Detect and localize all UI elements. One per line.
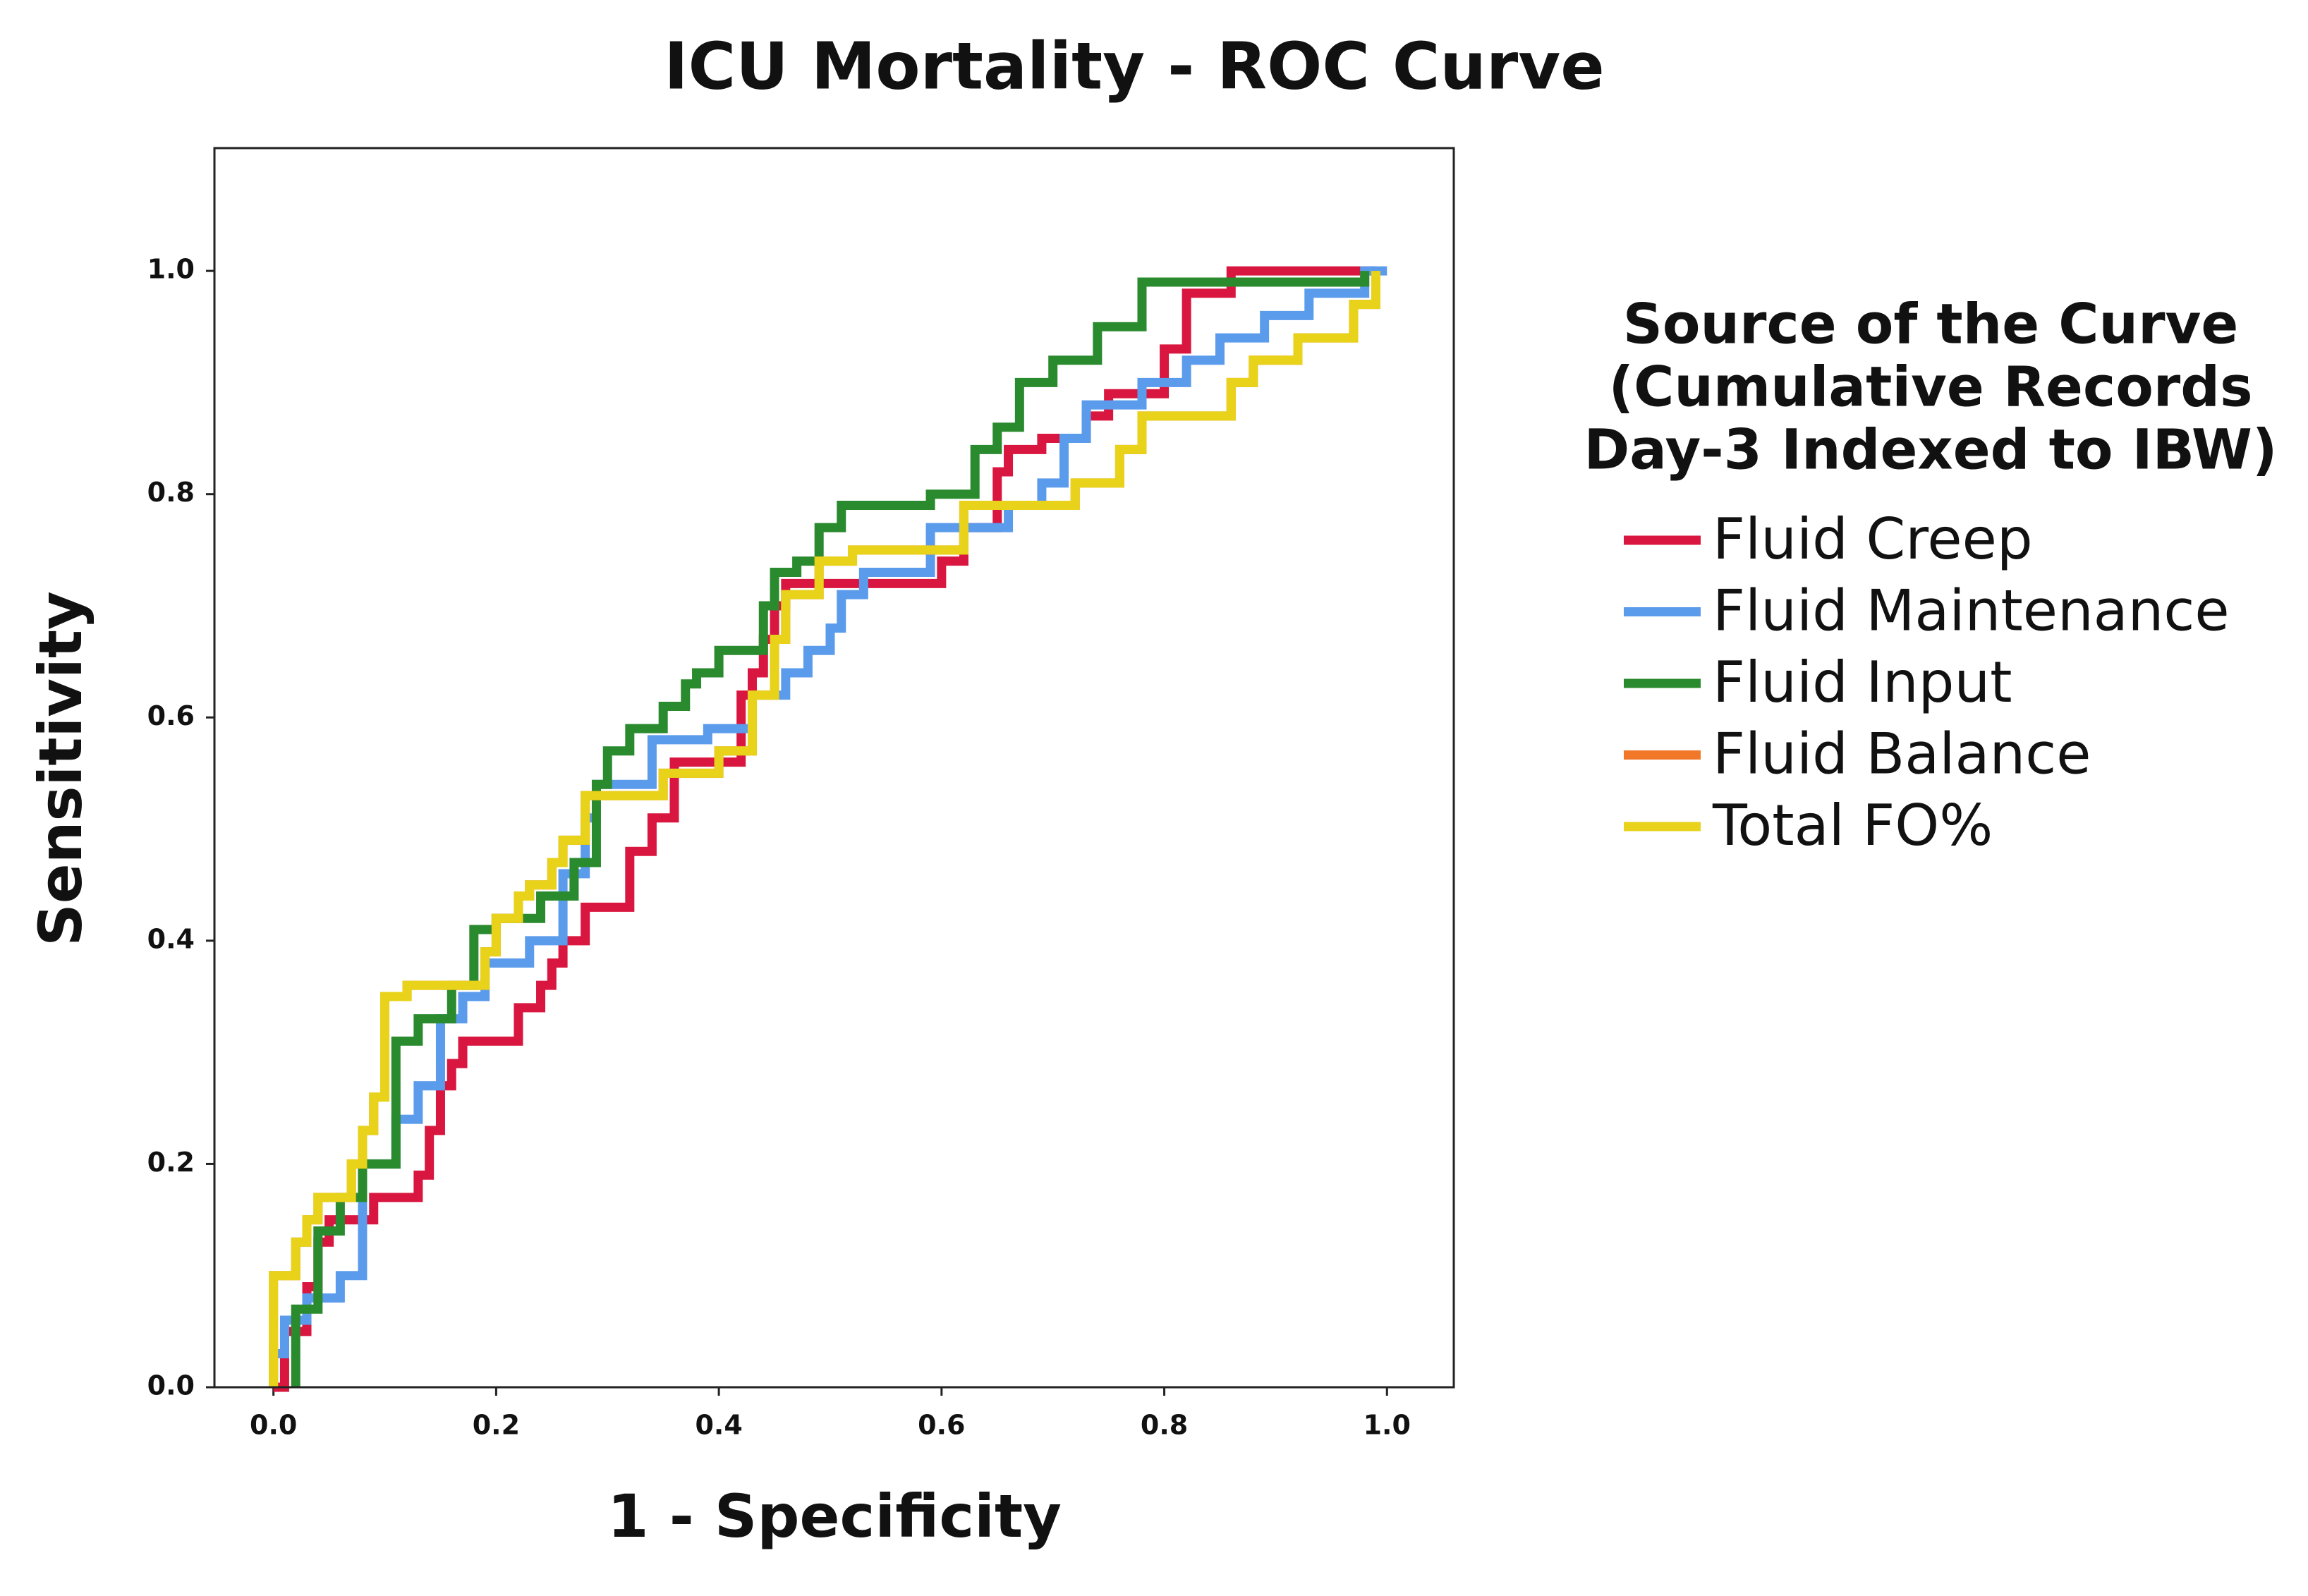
legend-label: Fluid Balance — [1713, 721, 2091, 786]
legend-title: Source of the Curve — [1623, 293, 2239, 356]
y-tick-label: 0.2 — [147, 1147, 195, 1178]
x-tick-label: 0.6 — [918, 1410, 965, 1441]
x-tick-label: 1.0 — [1363, 1410, 1411, 1441]
plot-frame — [213, 147, 1455, 1389]
legend-title: (Cumulative Records — [1608, 355, 2252, 419]
x-axis-label: 1 - Specificity — [607, 1482, 1062, 1551]
legend-label: Fluid Creep — [1713, 506, 2033, 572]
x-tick-label: 0.0 — [250, 1410, 297, 1441]
roc-curve — [269, 271, 1380, 1387]
x-tick-label: 0.2 — [473, 1410, 520, 1441]
roc-curve — [273, 266, 1376, 1392]
roc-curve — [291, 271, 1370, 1387]
y-axis-label: Sensitivity — [26, 591, 95, 946]
legend-label: Fluid Maintenance — [1713, 578, 2230, 643]
y-tick-label: 1.0 — [147, 254, 195, 285]
legend-label: Fluid Input — [1713, 650, 2012, 715]
x-tick-label: 0.8 — [1141, 1410, 1188, 1441]
y-tick-label: 0.8 — [147, 477, 195, 508]
legend-label: Total FO% — [1712, 793, 1993, 858]
chart-title: ICU Mortality - ROC Curve — [664, 28, 1604, 104]
legend-title: Day-3 Indexed to IBW) — [1584, 418, 2277, 482]
x-tick-label: 0.4 — [695, 1410, 742, 1441]
y-tick-label: 0.0 — [147, 1370, 195, 1401]
y-tick-label: 0.6 — [147, 700, 195, 731]
y-tick-label: 0.4 — [147, 923, 195, 954]
roc-curve — [269, 266, 1387, 1387]
roc-curve — [269, 271, 1380, 1387]
